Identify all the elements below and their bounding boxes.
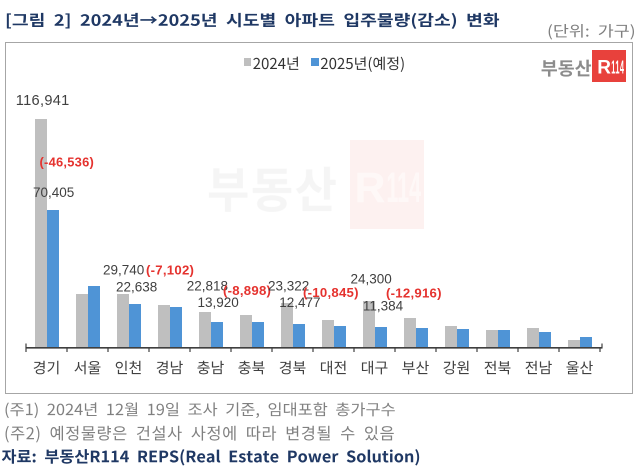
svg-text:R: R bbox=[597, 58, 611, 79]
svg-text:114: 114 bbox=[386, 164, 421, 212]
svg-text:11,384: 11,384 bbox=[363, 299, 404, 314]
svg-text:70,405: 70,405 bbox=[33, 185, 74, 200]
svg-text:29,740: 29,740 bbox=[103, 263, 144, 278]
svg-text:22,638: 22,638 bbox=[116, 280, 157, 295]
svg-text:(-8,898): (-8,898) bbox=[223, 283, 271, 298]
svg-text:(-10,845): (-10,845) bbox=[303, 285, 359, 300]
svg-text:116,941: 116,941 bbox=[16, 93, 70, 109]
svg-text:24,300: 24,300 bbox=[351, 272, 392, 287]
svg-text:23,322: 23,322 bbox=[268, 279, 309, 294]
svg-text:12,477: 12,477 bbox=[279, 295, 320, 310]
svg-text:(-46,536): (-46,536) bbox=[40, 155, 95, 170]
svg-text:(-12,916): (-12,916) bbox=[386, 285, 442, 300]
svg-text:22,818: 22,818 bbox=[187, 279, 228, 294]
svg-text:(-7,102): (-7,102) bbox=[146, 263, 194, 278]
svg-text:114: 114 bbox=[611, 57, 624, 78]
svg-text:R: R bbox=[355, 164, 386, 212]
svg-text:13,920: 13,920 bbox=[198, 295, 239, 310]
